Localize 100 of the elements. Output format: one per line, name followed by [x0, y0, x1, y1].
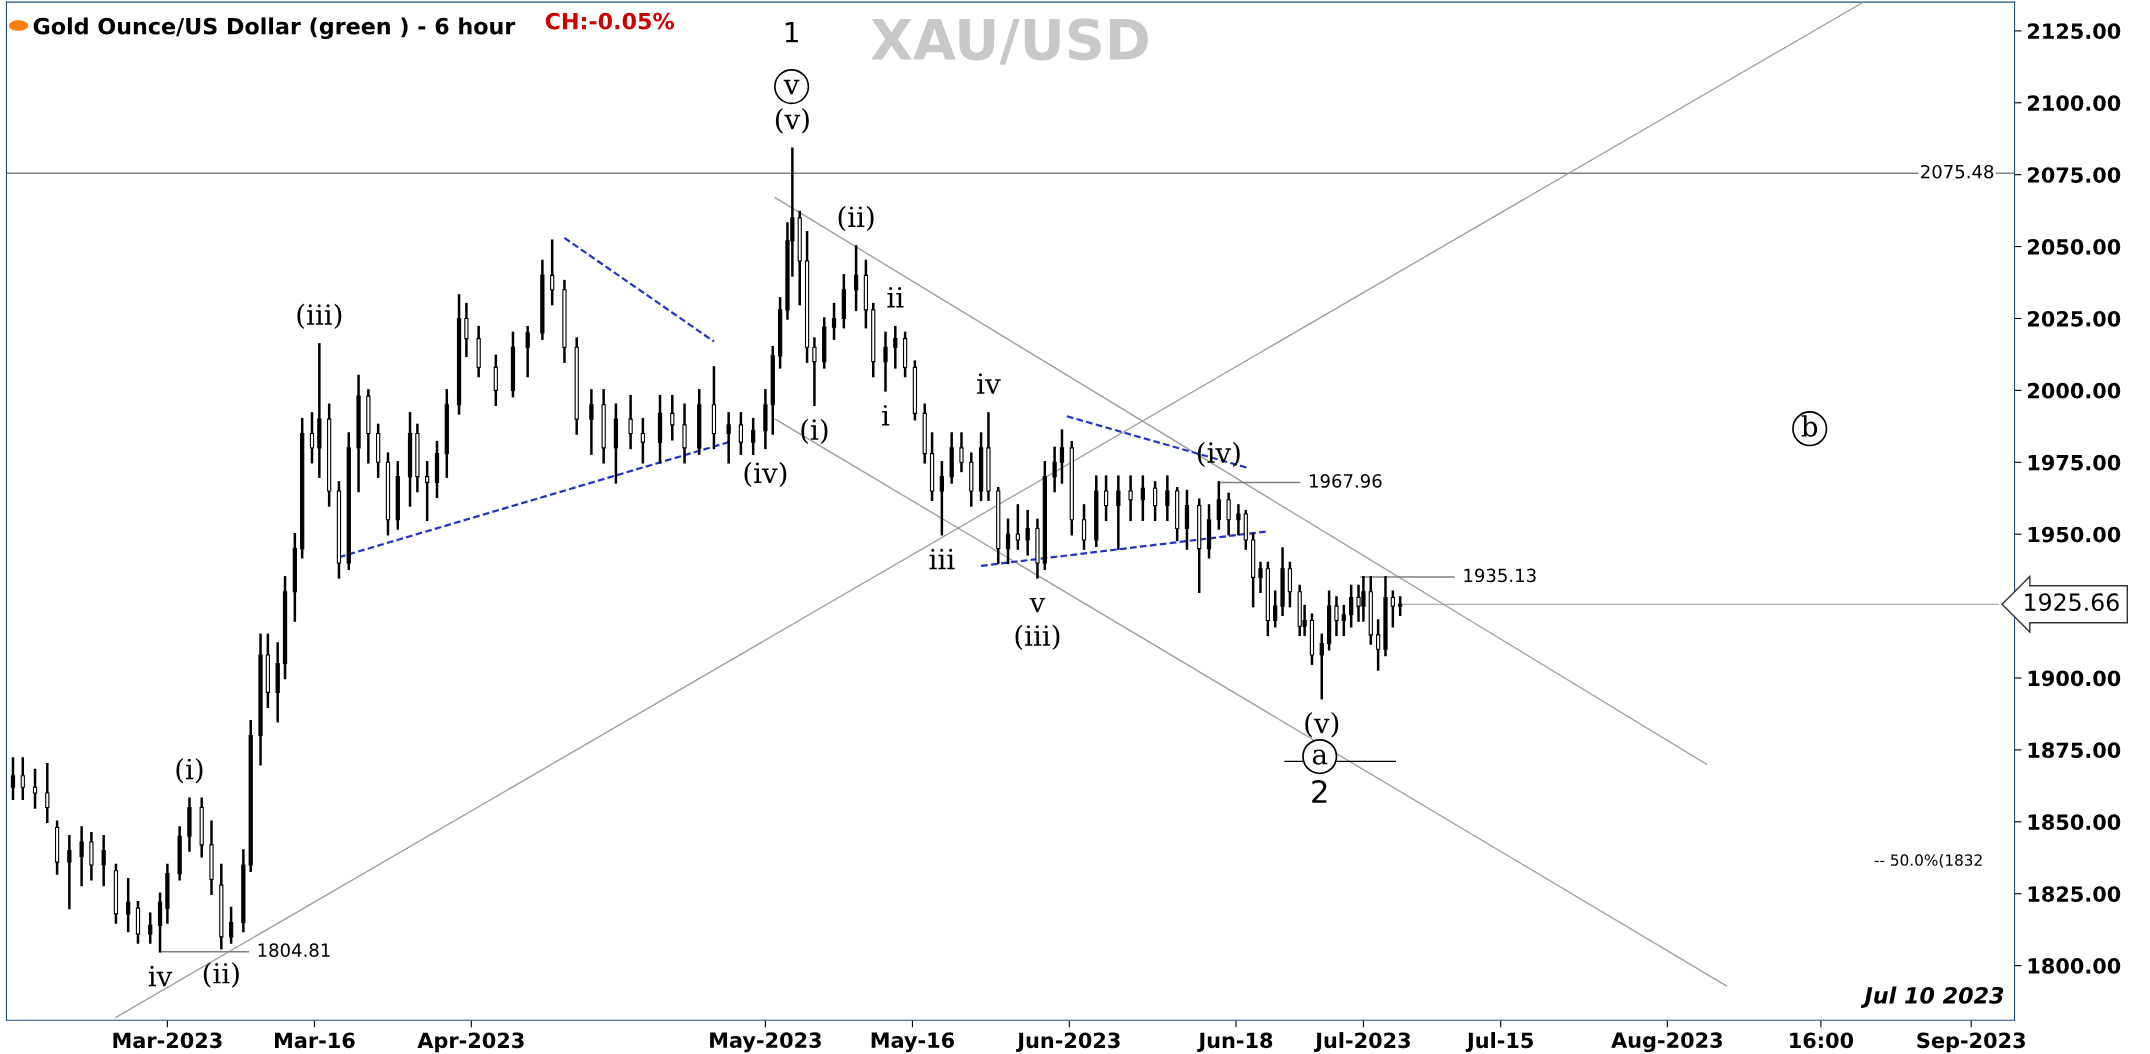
ref-line-label: 2075.48	[1921, 164, 1994, 179]
candlestick	[228, 906, 234, 944]
candlestick	[640, 417, 645, 464]
candlestick	[1116, 475, 1121, 550]
x-tick-label: Aug-2023	[1611, 1032, 1722, 1053]
text: Gold Ounce/US Dollar (green ) - 6 hour	[33, 17, 516, 40]
annotation: (v)	[1305, 712, 1339, 738]
candlestick	[1059, 429, 1065, 484]
annotation: 1935.13	[1464, 568, 1536, 583]
candlestick	[1128, 475, 1133, 522]
annotation: (iii)	[1015, 624, 1060, 650]
candlestick	[1216, 481, 1221, 530]
annotation: (iv)	[1197, 441, 1240, 468]
candlestick	[831, 302, 837, 340]
x-tick-label: Mar-16	[275, 1032, 355, 1049]
candlestick	[1140, 475, 1145, 522]
x-tick-label: Jun-18	[1197, 1032, 1273, 1053]
y-tick-label: 2075.00	[2028, 167, 2121, 183]
candlestick	[1390, 590, 1395, 628]
candlestick	[550, 239, 555, 306]
candlestick	[1319, 633, 1324, 700]
x-tick-label: Mar-2023	[113, 1032, 222, 1049]
x-tick-label: Sep-2023	[1917, 1032, 2025, 1053]
candlestick	[32, 768, 38, 809]
candlestick	[1025, 509, 1030, 556]
y-tick-label: 2125.00	[2028, 23, 2121, 40]
annotation: (ii)	[838, 205, 874, 232]
candlestick	[1341, 604, 1346, 637]
candlestick	[1184, 489, 1190, 550]
candlestick	[157, 892, 163, 953]
x-tick-label: Jul-15	[1465, 1032, 1533, 1053]
candlestick	[464, 302, 469, 358]
annotation: -- 50.0%(1832	[1874, 854, 1982, 868]
candlestick	[682, 403, 687, 464]
candlestick	[959, 432, 964, 473]
candlestick	[67, 834, 72, 910]
candlestick	[751, 417, 756, 455]
y-tick-label: 1825.00	[2028, 886, 2121, 902]
candlestick	[1052, 446, 1057, 493]
annotation: (iv)	[744, 461, 787, 488]
candlestick	[628, 394, 633, 450]
candlestick	[309, 412, 315, 464]
candlestick	[148, 912, 153, 944]
annotation: CH:-0.05%	[545, 12, 675, 30]
candlestick	[853, 245, 859, 312]
y-tick-label: 2025.00	[2028, 310, 2121, 327]
candlestick	[126, 878, 131, 933]
y-tick-label: 2000.00	[2028, 382, 2121, 399]
y-tick-label: 1800.00	[2028, 958, 2121, 974]
candlestick	[89, 832, 94, 881]
x-tick-label: Apr-2023	[417, 1032, 524, 1053]
annotation: 1804.81	[258, 943, 330, 958]
annotation: v	[783, 79, 800, 95]
candlestick	[525, 325, 530, 378]
annotation: (i)	[801, 418, 828, 445]
candlestick	[1165, 475, 1170, 522]
x-tick-label: Jul-2023	[1314, 1032, 1410, 1053]
candlestick	[45, 763, 50, 824]
y-tick-label: 1900.00	[2028, 670, 2121, 687]
x-tick-label: 16:00	[1790, 1032, 1854, 1049]
annotation: 2	[1312, 779, 1327, 803]
candlestick	[1273, 590, 1278, 628]
y-tick-label: 2100.00	[2028, 95, 2121, 111]
y-tick-label: 2050.00	[2028, 239, 2121, 255]
candlestick	[1334, 596, 1339, 637]
x-tick-label: May-16	[871, 1032, 955, 1053]
candlestick	[883, 331, 888, 392]
annotation: (i)	[176, 758, 203, 784]
annotation: iv	[977, 373, 1001, 394]
candlestick	[20, 757, 25, 801]
candlestick	[589, 389, 594, 455]
candlestick	[1005, 518, 1011, 565]
candlestick	[1376, 619, 1381, 671]
candlestick	[1349, 584, 1354, 628]
candlestick	[10, 757, 16, 801]
y-tick-label: 1950.00	[2028, 526, 2121, 543]
candlestick	[1287, 561, 1293, 608]
annotation: 1	[785, 22, 798, 43]
annotation: 1967.96	[1310, 474, 1382, 488]
candlestick	[1103, 475, 1109, 522]
annotation: iii	[929, 548, 955, 570]
annotation: v	[1029, 597, 1046, 613]
annotation: i	[882, 404, 890, 426]
x-tick-label: Jun-2023	[1016, 1032, 1120, 1053]
candlestick	[1258, 561, 1263, 593]
annotation: a	[1312, 749, 1328, 765]
annotation: (iii)	[297, 303, 342, 330]
annotation: (ii)	[203, 962, 239, 988]
candlestick	[738, 412, 744, 455]
annotation: 1925.66	[2025, 593, 2119, 612]
annotation: iv	[148, 965, 173, 987]
candlestick	[726, 412, 731, 464]
x-tick-label: May-2023	[710, 1032, 821, 1053]
annotation: b	[1801, 415, 1818, 437]
candlestick	[493, 354, 498, 407]
annotation: ii	[887, 287, 904, 308]
candlestick	[812, 337, 817, 407]
candlestick	[1152, 481, 1158, 522]
candlestick	[1015, 504, 1020, 550]
candlestick	[939, 461, 944, 536]
